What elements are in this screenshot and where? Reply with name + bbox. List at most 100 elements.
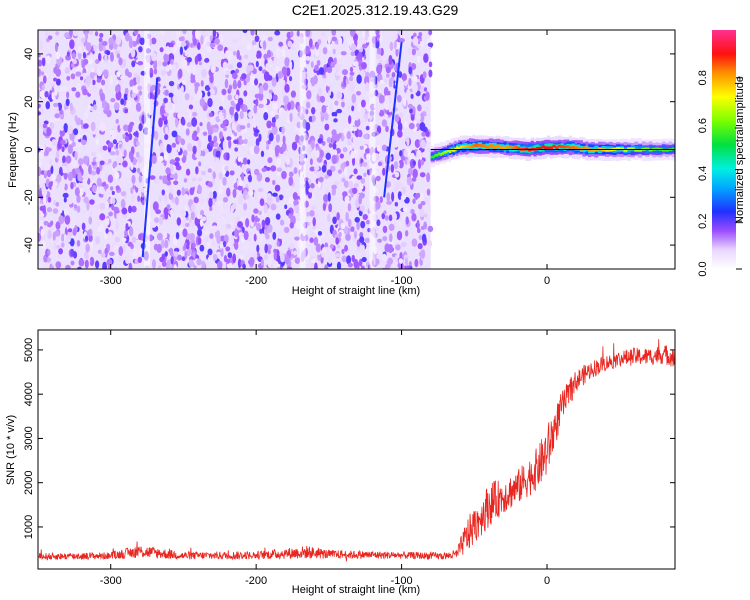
noise-pixel xyxy=(62,62,67,69)
signal-band-cell xyxy=(456,146,459,150)
noise-pixel xyxy=(131,60,136,68)
noise-pixel xyxy=(102,181,107,187)
noise-pixel xyxy=(114,236,120,243)
noise-pixel xyxy=(288,76,293,82)
noise-pixel xyxy=(182,228,188,238)
noise-pixel xyxy=(88,58,93,65)
noise-pixel xyxy=(427,240,433,247)
noise-pixel xyxy=(78,258,85,267)
noise-pixel xyxy=(420,201,426,206)
noise-pixel xyxy=(254,78,259,86)
noise-pixel xyxy=(108,251,115,256)
noise-pixel xyxy=(219,201,224,210)
noise-pixel xyxy=(349,124,354,132)
noise-pixel xyxy=(392,212,398,221)
noise-pixel xyxy=(286,150,291,159)
noise-pixel xyxy=(104,54,108,63)
noise-pixel xyxy=(242,104,248,113)
noise-pixel xyxy=(247,141,254,147)
signal-band-cell xyxy=(655,147,660,151)
signal-band-cell xyxy=(430,155,433,159)
noise-pixel xyxy=(410,114,415,121)
noise-pixel xyxy=(205,236,210,242)
noise-pixel xyxy=(175,39,182,48)
noise-pixel xyxy=(419,122,426,132)
noise-pixel xyxy=(75,91,81,98)
noise-pixel xyxy=(69,39,75,50)
noise-pixel xyxy=(194,82,200,88)
noise-pixel xyxy=(94,31,99,37)
noise-pixel xyxy=(185,222,190,227)
noise-pixel xyxy=(334,100,339,106)
noise-pixel xyxy=(123,92,129,101)
noise-pixel xyxy=(54,42,58,52)
noise-pixel xyxy=(201,49,207,60)
noise-pixel xyxy=(63,197,67,203)
noise-pixel xyxy=(121,237,127,242)
noise-pixel xyxy=(178,36,183,42)
noise-pixel xyxy=(294,236,300,241)
noise-pixel xyxy=(331,210,337,215)
noise-pixel xyxy=(356,91,362,96)
noise-pixel xyxy=(75,167,80,174)
noise-pixel xyxy=(188,259,194,268)
y-tick-label: 40 xyxy=(23,48,35,60)
noise-pixel xyxy=(327,43,332,52)
noise-pixel xyxy=(189,233,196,242)
noise-pixel xyxy=(159,47,164,53)
signal-band-cell xyxy=(492,142,497,149)
noise-pixel xyxy=(131,40,138,47)
noise-pixel xyxy=(80,37,86,44)
noise-pixel xyxy=(164,213,169,220)
noise-pixel xyxy=(174,172,178,181)
signal-band-cell xyxy=(441,152,444,155)
noise-pixel xyxy=(180,138,186,146)
noise-pixel xyxy=(50,265,55,269)
noise-pixel xyxy=(326,77,331,87)
noise-pixel xyxy=(290,90,297,98)
signal-band-cell xyxy=(555,146,559,150)
noise-pixel xyxy=(317,39,322,45)
noise-pixel xyxy=(190,42,194,48)
noise-pixel xyxy=(157,59,162,67)
noise-pixel xyxy=(88,234,93,242)
noise-pixel xyxy=(323,194,329,203)
noise-pixel xyxy=(152,201,159,212)
noise-pixel xyxy=(428,61,433,68)
noise-pixel xyxy=(275,195,280,203)
noise-pixel xyxy=(91,85,98,94)
noise-pixel xyxy=(328,89,332,97)
noise-pixel xyxy=(322,202,327,212)
noise-pixel xyxy=(266,196,273,206)
noise-pixel xyxy=(347,203,352,212)
noise-pixel xyxy=(74,151,78,161)
noise-pixel xyxy=(256,222,261,232)
noise-pixel xyxy=(425,137,431,142)
signal-band-cell xyxy=(467,144,470,148)
noise-pixel xyxy=(291,141,298,151)
noise-pixel xyxy=(412,32,417,38)
noise-pixel xyxy=(419,112,425,123)
noise-pixel xyxy=(275,49,281,58)
noise-pixel xyxy=(165,45,171,55)
noise-pixel xyxy=(330,195,337,201)
noise-pixel xyxy=(177,135,182,143)
noise-pixel xyxy=(308,115,313,123)
noise-pixel xyxy=(186,142,193,152)
noise-pixel xyxy=(192,242,196,249)
noise-pixel xyxy=(226,226,233,236)
noise-pixel xyxy=(406,89,411,97)
noise-pixel xyxy=(44,30,50,38)
noise-pixel xyxy=(281,48,286,57)
noise-pixel xyxy=(216,260,223,269)
noise-pixel xyxy=(354,60,359,67)
noise-pixel xyxy=(195,166,199,175)
noise-pixel xyxy=(326,169,333,177)
noise-pixel xyxy=(161,189,166,196)
noise-pixel xyxy=(209,140,215,147)
noise-pixel xyxy=(180,41,187,47)
noise-pixel xyxy=(153,178,160,185)
noise-pixel xyxy=(308,38,313,48)
noise-pixel xyxy=(85,75,92,86)
noise-pixel xyxy=(266,244,272,250)
